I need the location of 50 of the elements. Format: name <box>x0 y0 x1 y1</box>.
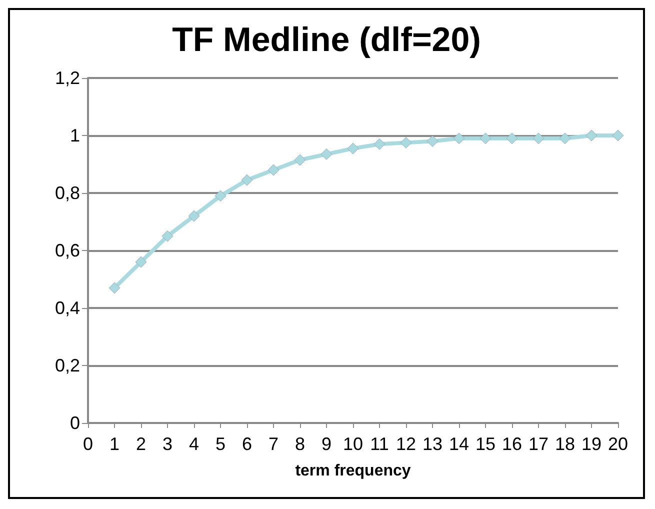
point <box>426 136 438 147</box>
point <box>320 148 332 160</box>
y-tick-label: 0,8 <box>54 183 80 203</box>
x-axis-title: term frequency <box>295 462 411 480</box>
x-tick-label: 1 <box>109 434 120 454</box>
point <box>241 174 253 186</box>
x-tick-label: 12 <box>396 434 416 454</box>
point <box>559 132 571 144</box>
point <box>162 230 174 242</box>
point <box>108 282 120 294</box>
point <box>214 190 226 202</box>
y-tick-label: 1,2 <box>54 68 80 88</box>
x-tick-label: 20 <box>608 434 628 454</box>
point <box>586 130 598 142</box>
x-tick-label: 19 <box>581 434 602 454</box>
point <box>532 132 544 144</box>
point <box>480 132 492 144</box>
y-tick-label: 0,2 <box>54 356 80 376</box>
point <box>506 132 518 144</box>
x-tick-label: 2 <box>136 434 146 454</box>
x-tick-label: 6 <box>242 434 252 454</box>
chart-title: TF Medline (dlf=20) <box>172 21 481 59</box>
point <box>347 142 359 154</box>
y-tick-label: 0,4 <box>54 298 80 318</box>
x-tick-label: 16 <box>502 434 522 454</box>
x-tick-label: 13 <box>422 434 443 454</box>
point <box>453 132 465 144</box>
x-tick-label: 11 <box>370 434 389 454</box>
point <box>374 138 386 150</box>
point <box>612 130 624 142</box>
y-tick-label: 1 <box>70 126 80 146</box>
x-tick-label: 15 <box>475 434 496 454</box>
x-tick-label: 0 <box>82 434 94 454</box>
x-tick-label: 5 <box>215 434 226 454</box>
x-tick-label: 17 <box>528 434 549 454</box>
x-tick-label: 3 <box>162 434 173 454</box>
x-tick-label: 7 <box>268 434 279 454</box>
y-tick-label: 0 <box>70 413 80 433</box>
x-tick-label: 18 <box>554 434 576 454</box>
point <box>268 164 280 176</box>
point <box>188 210 200 222</box>
x-tick-label: 8 <box>294 434 306 454</box>
x-tick-label: 9 <box>321 434 332 454</box>
x-tick-label: 14 <box>448 434 470 454</box>
point <box>294 154 306 166</box>
x-tick-label: 4 <box>188 434 200 454</box>
y-tick-label: 0,6 <box>54 240 80 260</box>
x-tick-label: 10 <box>342 434 364 454</box>
point <box>135 256 147 268</box>
point <box>400 136 412 148</box>
